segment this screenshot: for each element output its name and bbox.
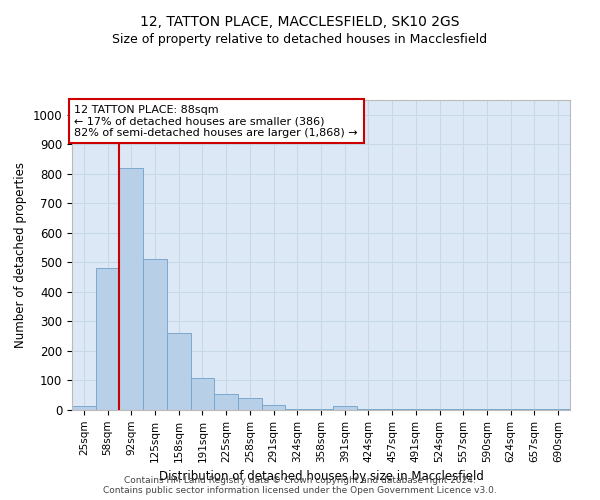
Bar [191, 378, 214, 410]
Bar [214, 394, 238, 410]
Text: Size of property relative to detached houses in Macclesfield: Size of property relative to detached ho… [112, 32, 488, 46]
Bar [499, 409, 523, 410]
Bar [119, 168, 143, 410]
Bar [309, 408, 333, 410]
Bar [404, 409, 428, 410]
X-axis label: Distribution of detached houses by size in Macclesfield: Distribution of detached houses by size … [158, 470, 484, 483]
Bar [238, 398, 262, 410]
Bar [428, 409, 451, 410]
Text: Contains HM Land Registry data © Crown copyright and database right 2024.
Contai: Contains HM Land Registry data © Crown c… [103, 476, 497, 495]
Bar [523, 409, 546, 410]
Bar [333, 406, 356, 410]
Bar [72, 406, 96, 410]
Bar [451, 409, 475, 410]
Bar [96, 268, 119, 410]
Text: 12 TATTON PLACE: 88sqm
← 17% of detached houses are smaller (386)
82% of semi-de: 12 TATTON PLACE: 88sqm ← 17% of detached… [74, 104, 358, 138]
Bar [356, 408, 380, 410]
Text: 12, TATTON PLACE, MACCLESFIELD, SK10 2GS: 12, TATTON PLACE, MACCLESFIELD, SK10 2GS [140, 15, 460, 29]
Bar [167, 333, 191, 410]
Bar [286, 408, 309, 410]
Y-axis label: Number of detached properties: Number of detached properties [14, 162, 27, 348]
Bar [380, 408, 404, 410]
Bar [143, 260, 167, 410]
Bar [262, 404, 286, 410]
Bar [546, 409, 570, 410]
Bar [475, 409, 499, 410]
